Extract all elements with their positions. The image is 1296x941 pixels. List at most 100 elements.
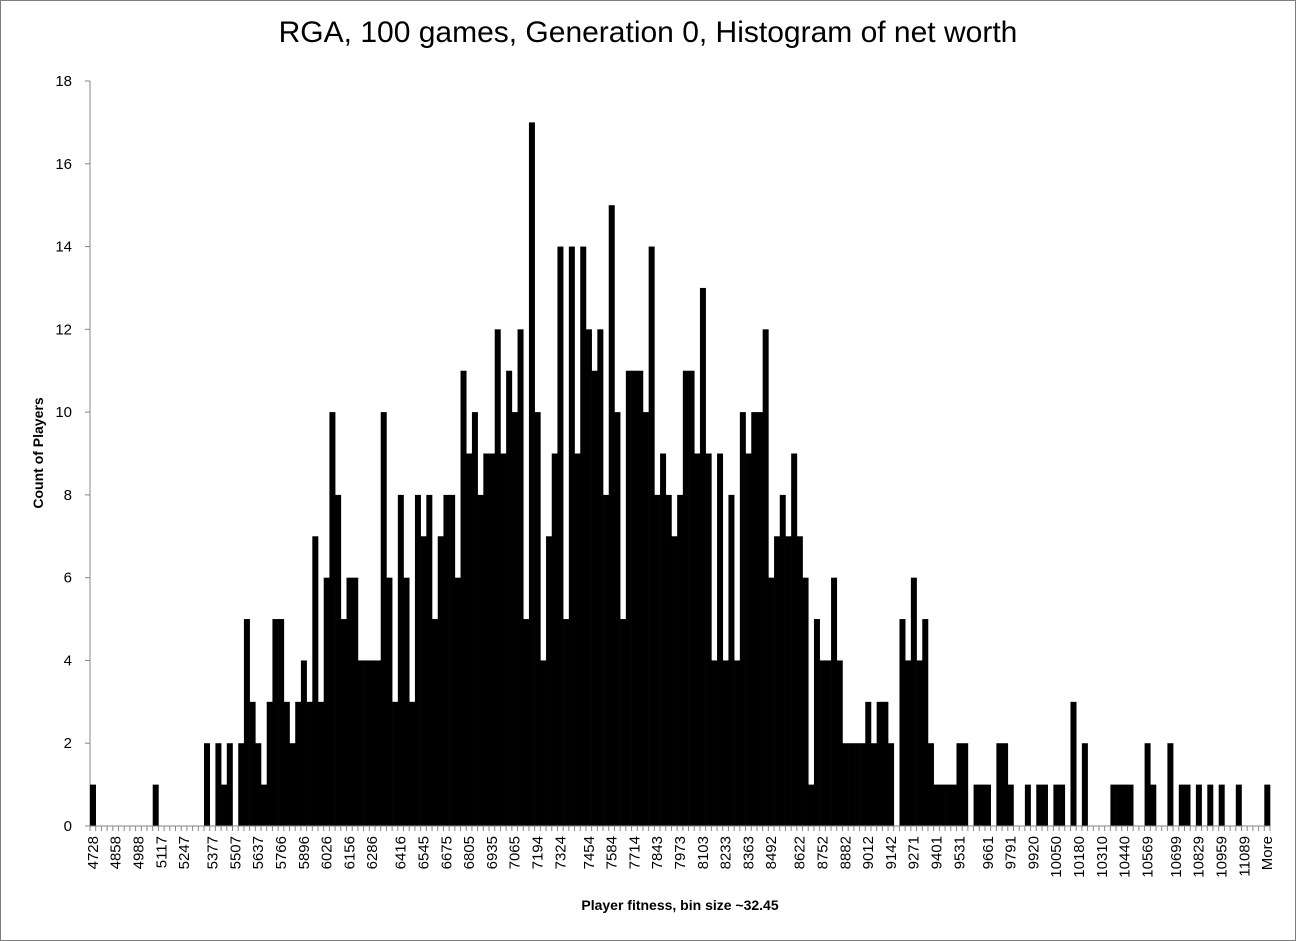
x-tick-label: 7973 xyxy=(672,836,689,869)
histogram-bar xyxy=(768,577,775,826)
x-tick-label: 11089 xyxy=(1236,836,1253,877)
histogram-bar xyxy=(243,619,250,826)
x-tick-label: 5117 xyxy=(153,836,170,868)
histogram-bar xyxy=(369,660,376,826)
histogram-bar xyxy=(278,619,285,826)
histogram-bar xyxy=(631,370,638,826)
histogram-bar xyxy=(1059,784,1066,826)
histogram-bar xyxy=(614,412,621,826)
x-tick-label: 6805 xyxy=(461,836,478,869)
histogram-bar xyxy=(922,619,929,826)
x-tick-label: 10699 xyxy=(1168,836,1185,878)
x-tick-label: 4988 xyxy=(130,836,147,869)
histogram-bar xyxy=(734,660,741,826)
histogram-bar xyxy=(511,412,518,826)
x-tick-label: 8233 xyxy=(718,836,735,869)
x-tick-label: 10959 xyxy=(1214,836,1231,878)
x-tick-label: 5377 xyxy=(205,836,222,869)
histogram-bar xyxy=(853,743,860,826)
histogram-bar xyxy=(1121,784,1128,826)
histogram-bar xyxy=(597,329,604,826)
histogram-bar xyxy=(1150,784,1157,826)
x-tick-label: 8622 xyxy=(792,836,809,869)
histogram-bar xyxy=(699,287,706,826)
chart-title: RGA, 100 games, Generation 0, Histogram … xyxy=(278,16,1018,49)
histogram-bar xyxy=(774,536,781,826)
histogram-bar xyxy=(848,743,855,826)
histogram-bar xyxy=(933,784,940,826)
x-tick-label: 9012 xyxy=(860,836,877,869)
histogram-bar xyxy=(984,784,991,826)
histogram-bar xyxy=(295,701,302,826)
histogram-bar xyxy=(751,412,758,826)
histogram-bar xyxy=(546,536,553,826)
histogram-bar xyxy=(1178,784,1185,826)
histogram-bar xyxy=(654,494,661,826)
x-tick-label: 7714 xyxy=(626,836,643,869)
histogram-bar xyxy=(945,784,952,826)
y-axis-title: Count of Players xyxy=(30,397,46,508)
x-tick-label: 8752 xyxy=(815,836,832,869)
x-tick-label: 7324 xyxy=(552,836,569,869)
x-tick-label: 10829 xyxy=(1191,836,1208,878)
x-tick-label: 8103 xyxy=(695,836,712,869)
histogram-bar xyxy=(335,494,342,826)
histogram-bar xyxy=(962,743,969,826)
histogram-bar xyxy=(152,784,159,826)
histogram-bar xyxy=(238,743,245,826)
histogram-bar xyxy=(409,701,416,826)
y-tick-label: 18 xyxy=(55,73,72,90)
x-tick-label: 5766 xyxy=(273,836,290,869)
x-tick-label: 10180 xyxy=(1071,836,1088,878)
histogram-bar xyxy=(859,743,866,826)
x-tick-label: 6286 xyxy=(364,836,381,869)
histogram-bar xyxy=(489,453,496,826)
histogram-bar xyxy=(329,412,336,826)
x-tick-label: More xyxy=(1259,836,1276,870)
histogram-bar xyxy=(483,453,490,826)
y-tick-label: 4 xyxy=(64,652,72,669)
histogram-bar xyxy=(905,660,912,826)
histogram-bar xyxy=(779,494,786,826)
histogram-bar xyxy=(1264,784,1271,826)
x-tick-label: 9271 xyxy=(906,836,923,869)
x-tick-label: 4728 xyxy=(85,836,102,869)
histogram-bar xyxy=(813,619,820,826)
histogram-bar xyxy=(266,701,273,826)
histogram-bar xyxy=(870,743,877,826)
histogram-bar xyxy=(819,660,826,826)
histogram-bar xyxy=(380,412,387,826)
x-tick-label: 8363 xyxy=(740,836,757,869)
histogram-bar xyxy=(426,494,433,826)
histogram-bar xyxy=(261,784,268,826)
histogram-bar xyxy=(745,453,752,826)
y-tick-label: 8 xyxy=(64,487,72,504)
histogram-bar xyxy=(551,453,558,826)
histogram-bar xyxy=(1195,784,1202,826)
x-tick-label: 8492 xyxy=(763,836,780,869)
x-tick-label: 5896 xyxy=(296,836,313,869)
histogram-bar xyxy=(1024,784,1031,826)
histogram-bar xyxy=(665,494,672,826)
histogram-bar xyxy=(506,370,513,826)
histogram-bar xyxy=(956,743,963,826)
histogram-bar xyxy=(443,494,450,826)
histogram-bar xyxy=(1218,784,1225,826)
histogram-bar xyxy=(705,453,712,826)
histogram-bar xyxy=(375,660,382,826)
histogram-bar xyxy=(346,577,353,826)
histogram-bar xyxy=(414,494,421,826)
x-tick-label: 4858 xyxy=(108,836,125,869)
x-tick-label: 8882 xyxy=(837,836,854,869)
histogram-bar xyxy=(979,784,986,826)
histogram-bar xyxy=(637,370,644,826)
histogram-bar xyxy=(660,453,667,826)
histogram-bar xyxy=(528,122,535,826)
histogram-bar xyxy=(1053,784,1060,826)
histogram-bar xyxy=(688,370,695,826)
histogram-bar xyxy=(1116,784,1123,826)
histogram-bar xyxy=(574,453,581,826)
histogram-bar xyxy=(785,536,792,826)
histogram-bar xyxy=(722,660,729,826)
